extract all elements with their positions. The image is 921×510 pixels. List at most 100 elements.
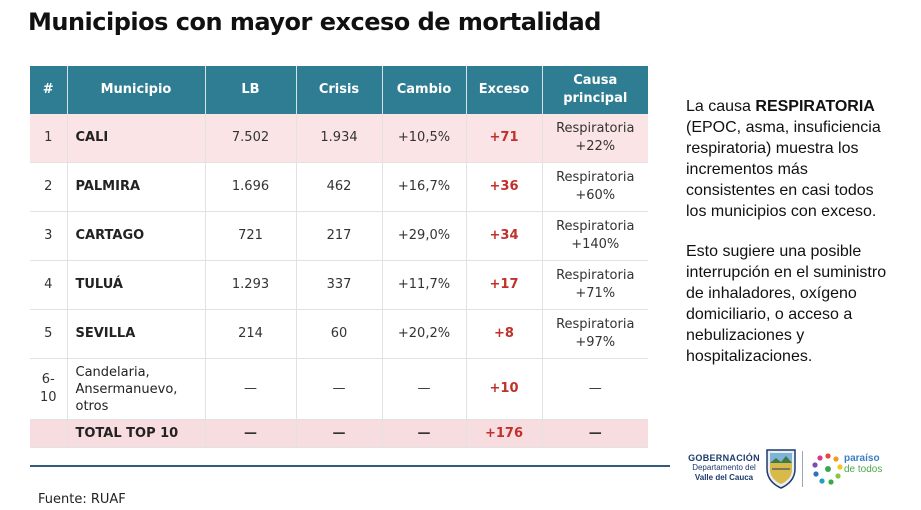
paraiso-flower-icon (812, 453, 843, 485)
causa-change: +140% (571, 237, 620, 252)
page-title: Municipios con mayor exceso de mortalida… (28, 8, 601, 36)
municipio-line2: Ansermanuevo, (75, 381, 178, 397)
row-number: 6- 10 (30, 358, 68, 420)
table-row-others: 6- 10 Candelaria, Ansermanuevo, otros — — —… (30, 358, 648, 420)
causa-name: Respiratoria (556, 170, 635, 185)
table-row: 3 CARTAGO 721 217 +29,0% +34 Respiratori… (30, 211, 648, 261)
causa-name: Respiratoria (556, 121, 635, 136)
total-cambio: — (382, 419, 467, 448)
row-exceso: +10 (466, 358, 543, 420)
row-crisis: 1.934 (296, 114, 383, 163)
divider-line (30, 465, 670, 467)
row-number-line1: 6- (41, 372, 55, 387)
col-header-causa: Causa principal (542, 66, 648, 114)
row-crisis: 217 (296, 211, 383, 261)
row-causa: Respiratoria +60% (542, 162, 648, 212)
row-cambio: +10,5% (382, 114, 467, 163)
brand-line1: paraíso (844, 453, 880, 464)
row-municipio: CALI (67, 114, 206, 163)
commentary-paragraph-2: Esto sugiere una posible interrupción en… (686, 243, 887, 365)
col-header-crisis: Crisis (296, 66, 383, 114)
total-exceso: +176 (466, 419, 543, 448)
row-exceso: +71 (466, 114, 543, 163)
row-cambio: +29,0% (382, 211, 467, 261)
row-causa: Respiratoria +71% (542, 260, 648, 310)
commentary-p1-rest: (EPOC, asma, insuficiencia respiratoria)… (686, 119, 881, 220)
causa-name: Respiratoria (556, 268, 635, 283)
row-exceso: +36 (466, 162, 543, 212)
table-row: 4 TULUÁ 1.293 337 +11,7% +17 Respiratori… (30, 260, 648, 310)
row-exceso: +34 (466, 211, 543, 261)
row-lb: 1.293 (205, 260, 297, 310)
row-causa: — (542, 358, 648, 420)
table-header-row: # Municipio LB Crisis Cambio Exceso Caus… (30, 66, 648, 114)
row-lb: — (205, 358, 297, 420)
logo-separator (802, 451, 803, 487)
row-lb: 214 (205, 309, 297, 359)
row-municipio: PALMIRA (67, 162, 206, 212)
row-cambio: — (382, 358, 467, 420)
row-crisis: 337 (296, 260, 383, 310)
commentary-p1-intro: La causa (686, 98, 756, 115)
row-crisis: — (296, 358, 383, 420)
row-municipio: TULUÁ (67, 260, 206, 310)
row-lb: 721 (205, 211, 297, 261)
gobernacion-logo: GOBERNACIÓN Departamento del Valle del C… (688, 447, 883, 493)
row-municipio: SEVILLA (67, 309, 206, 359)
gov-line3: Valle del Cauca (694, 473, 754, 482)
col-header-number: # (30, 66, 68, 114)
municipio-line1: Candelaria, (75, 364, 150, 380)
total-lb: — (205, 419, 297, 448)
row-crisis: 462 (296, 162, 383, 212)
gov-line1: GOBERNACIÓN (688, 453, 760, 463)
total-causa: — (542, 419, 648, 448)
gobernacion-wordmark: GOBERNACIÓN Departamento del Valle del C… (688, 453, 760, 483)
row-number: 2 (30, 162, 68, 212)
col-header-cambio: Cambio (382, 66, 467, 114)
table-row-total: TOTAL TOP 10 — — — +176 — (30, 419, 648, 448)
table-row: 1 CALI 7.502 1.934 +10,5% +71 Respirator… (30, 114, 648, 163)
row-cambio: +20,2% (382, 309, 467, 359)
row-exceso: +8 (466, 309, 543, 359)
col-header-exceso: Exceso (466, 66, 543, 114)
row-cambio: +16,7% (382, 162, 467, 212)
side-commentary: La causa RESPIRATORIA (EPOC, asma, insuf… (686, 96, 896, 386)
causa-change: +60% (575, 188, 616, 203)
row-municipio: CARTAGO (67, 211, 206, 261)
col-header-municipio: Municipio (67, 66, 206, 114)
municipio-line3: otros (75, 398, 109, 414)
row-exceso: +17 (466, 260, 543, 310)
source-note: Fuente: RUAF (38, 492, 126, 507)
row-crisis: 60 (296, 309, 383, 359)
commentary-p1-emphasis: RESPIRATORIA (755, 98, 875, 115)
row-causa: Respiratoria +97% (542, 309, 648, 359)
row-number: 1 (30, 114, 68, 163)
row-causa: Respiratoria +140% (542, 211, 648, 261)
commentary-paragraph-1: La causa RESPIRATORIA (EPOC, asma, insuf… (686, 96, 896, 222)
causa-change: +97% (575, 335, 616, 350)
row-number (30, 419, 68, 448)
row-cambio: +11,7% (382, 260, 467, 310)
row-lb: 1.696 (205, 162, 297, 212)
coat-of-arms-icon (766, 449, 796, 489)
total-label: TOTAL TOP 10 (67, 419, 206, 448)
causa-name: Respiratoria (556, 317, 635, 332)
causa-change: +22% (575, 139, 616, 154)
paraiso-wordmark: paraíso de todos (844, 453, 882, 475)
causa-change: +71% (575, 286, 616, 301)
mortality-table: # Municipio LB Crisis Cambio Exceso Caus… (30, 66, 648, 448)
table-row: 2 PALMIRA 1.696 462 +16,7% +36 Respirato… (30, 162, 648, 212)
col-header-lb: LB (205, 66, 297, 114)
row-municipio: Candelaria, Ansermanuevo, otros (67, 358, 206, 420)
row-causa: Respiratoria +22% (542, 114, 648, 163)
row-number: 4 (30, 260, 68, 310)
row-number: 5 (30, 309, 68, 359)
row-number-line2: 10 (39, 390, 57, 405)
table-row: 5 SEVILLA 214 60 +20,2% +8 Respiratoria +… (30, 309, 648, 359)
row-lb: 7.502 (205, 114, 297, 163)
row-number: 3 (30, 211, 68, 261)
brand-line2: de todos (844, 464, 883, 475)
causa-name: Respiratoria (556, 219, 635, 234)
total-crisis: — (296, 419, 383, 448)
gov-line2: Departamento del (692, 463, 756, 472)
